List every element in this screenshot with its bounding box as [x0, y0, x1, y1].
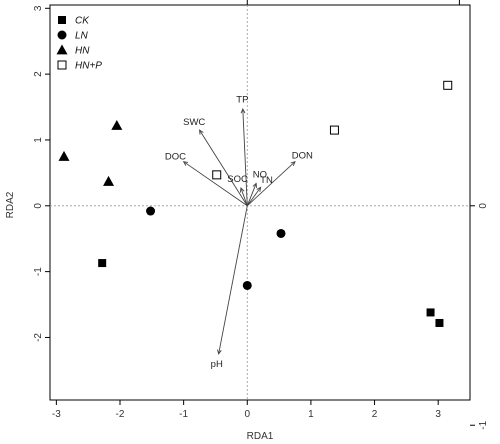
vector-arrow-no: [246, 183, 257, 206]
x-tick-label: 2: [372, 409, 378, 420]
y-tick-label: -1: [33, 267, 44, 276]
x-tick-label: 1: [308, 409, 314, 420]
point-ln: [146, 206, 156, 216]
sample-points: [58, 80, 453, 327]
x-tick-label: -2: [116, 409, 125, 420]
point-ck: [435, 318, 444, 327]
legend-label: HN: [75, 46, 90, 57]
vector-label: TP: [236, 95, 248, 106]
x-tick-label: -1: [179, 409, 188, 420]
point-hn-p: [443, 80, 453, 90]
vector-arrowhead: [252, 182, 257, 188]
y-tick-label: 0: [33, 203, 44, 209]
vector-arrow-ph: [218, 205, 248, 355]
vector-arrow-soc: [240, 187, 248, 206]
reference-lines: [50, 5, 470, 400]
y-axis-title: RDA2: [5, 191, 16, 218]
vector-label: NO: [253, 170, 267, 181]
vector-label: TN: [260, 175, 273, 186]
y-tick-label: 1: [33, 137, 44, 143]
point-hn-p: [329, 125, 339, 135]
vector-label: SWC: [183, 117, 205, 128]
x-tick-label: 3: [435, 409, 441, 420]
vector-arrow-swc: [199, 129, 248, 207]
point-ln: [276, 228, 286, 238]
legend-marker-ln: [57, 30, 67, 40]
vector-arrow-tn: [246, 187, 262, 207]
point-hn-p: [212, 170, 222, 180]
plot-frame: [49, 4, 471, 401]
point-hn: [111, 119, 123, 130]
point-hn: [103, 175, 115, 186]
vector-arrowhead: [239, 187, 245, 193]
legend-label: CK: [75, 16, 90, 27]
vector-arrowhead: [290, 160, 296, 167]
vector-arrow-don: [246, 161, 296, 207]
vector-arrowhead: [256, 186, 262, 192]
legend-marker-hn: [56, 44, 68, 55]
y-tick-label: 3: [33, 5, 44, 11]
y-tick-label: -2: [33, 333, 44, 342]
point-ln: [242, 280, 252, 290]
x-tick-label: 0: [244, 409, 250, 420]
point-ck: [426, 308, 435, 317]
y-tick-label: 2: [33, 71, 44, 77]
right-tick-label: 0: [478, 203, 489, 209]
right-tick-label: -1: [478, 420, 489, 429]
vector-label: pH: [211, 359, 223, 370]
point-hn: [58, 150, 70, 161]
vector-arrow-tp: [242, 108, 248, 206]
vector-label: SOC: [227, 174, 248, 185]
legend: CK LN HN HN+P: [56, 16, 102, 72]
vector-label: DON: [292, 150, 313, 161]
vector-arrowhead: [198, 129, 204, 135]
vector-arrowhead: [182, 161, 189, 166]
legend-label: LN: [75, 31, 89, 42]
vector-arrow-doc: [183, 161, 248, 207]
point-ck: [98, 259, 107, 268]
vector-arrowhead: [240, 107, 246, 114]
legend-marker-hn-p: [57, 60, 67, 70]
legend-marker-ck: [58, 16, 66, 24]
vector-arrowhead: [217, 349, 222, 355]
vector-label: DOC: [165, 151, 186, 162]
x-tick-label: -3: [52, 409, 61, 420]
x-axis-title: RDA1: [247, 431, 274, 442]
legend-label: HN+P: [75, 61, 102, 72]
